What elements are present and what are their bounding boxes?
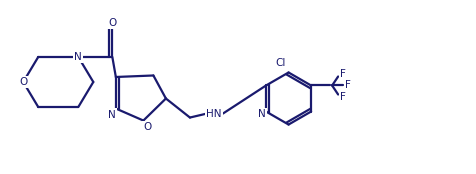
Text: N: N xyxy=(258,109,265,119)
Text: Cl: Cl xyxy=(275,58,286,69)
Text: F: F xyxy=(345,81,350,90)
Text: N: N xyxy=(74,52,82,62)
Text: F: F xyxy=(339,69,346,80)
Text: N: N xyxy=(108,110,116,120)
Text: O: O xyxy=(19,77,27,87)
Text: O: O xyxy=(143,122,151,132)
Text: O: O xyxy=(108,18,116,28)
Text: HN: HN xyxy=(206,109,221,118)
Text: F: F xyxy=(339,92,346,101)
